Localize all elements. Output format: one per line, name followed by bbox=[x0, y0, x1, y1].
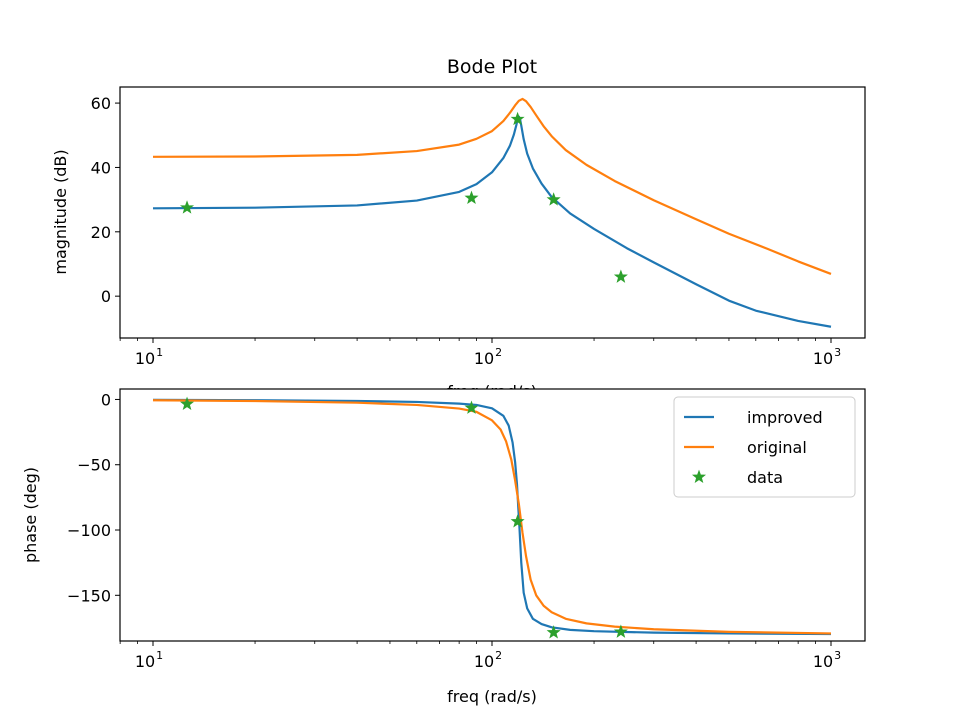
phase-data-point bbox=[180, 396, 195, 410]
magnitude-plot-area bbox=[120, 87, 865, 338]
phase-data-point bbox=[510, 514, 525, 528]
magnitude-axes-frame bbox=[119, 86, 866, 339]
magnitude-y-tick-label: 40 bbox=[91, 158, 111, 177]
phase-y-axis-label: phase (deg) bbox=[21, 467, 40, 563]
chart-title: Bode Plot bbox=[447, 56, 537, 78]
phase-y-tick-label: −150 bbox=[67, 586, 111, 605]
legend-label-original: original bbox=[747, 438, 807, 457]
magnitude-series-original bbox=[152, 97, 832, 275]
legend-label-data: data bbox=[747, 468, 783, 487]
magnitude-data-point bbox=[510, 111, 525, 126]
magnitude-y-axis-label: magnitude (dB) bbox=[51, 149, 70, 274]
phase-data-point bbox=[613, 624, 628, 638]
legend-entries: improved original data bbox=[684, 408, 823, 487]
magnitude-data-point bbox=[180, 200, 195, 214]
legend-marker-data bbox=[691, 469, 707, 483]
magnitude-data-point bbox=[546, 192, 561, 206]
magnitude-series-improved bbox=[152, 115, 832, 328]
phase-series-original bbox=[152, 399, 832, 635]
phase-axes-frame bbox=[119, 388, 866, 642]
magnitude-data-point bbox=[613, 269, 628, 283]
magnitude-y-tick-label: 60 bbox=[91, 94, 111, 113]
magnitude-y-tick-label: 20 bbox=[91, 223, 111, 242]
phase-y-tick-label: −100 bbox=[67, 521, 111, 540]
legend-box bbox=[673, 396, 856, 498]
phase-x-axis-label: freq (rad/s) bbox=[447, 687, 537, 706]
legend: improved original data bbox=[673, 396, 856, 498]
phase-data-point bbox=[464, 400, 479, 414]
legend-label-improved: improved bbox=[747, 408, 823, 427]
magnitude-y-tick-label: 0 bbox=[101, 287, 111, 306]
phase-y-tick-label: −50 bbox=[77, 456, 111, 475]
phase-y-tick-label: 0 bbox=[101, 390, 111, 409]
magnitude-data-point bbox=[464, 190, 479, 204]
phase-data-point bbox=[546, 625, 561, 639]
